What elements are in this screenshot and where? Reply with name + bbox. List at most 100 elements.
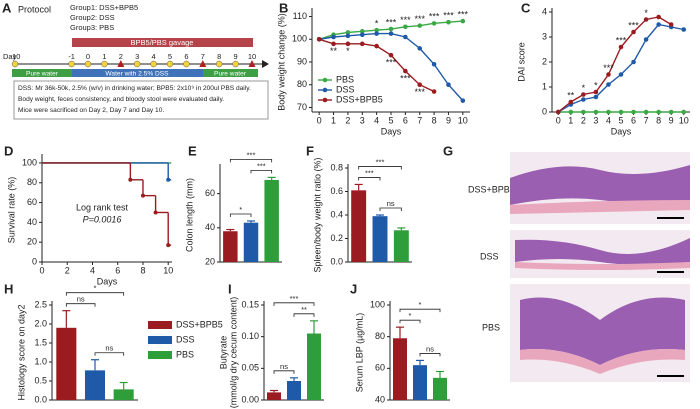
gavage-bar (72, 38, 253, 47)
note-box (13, 80, 269, 120)
histology-label: DSS+BPB5 (468, 184, 515, 194)
significance: ns (426, 344, 434, 353)
significance: ns (105, 344, 113, 353)
day-marker (133, 60, 141, 68)
step-point (153, 210, 158, 215)
y-tick-label: 2 (542, 56, 547, 66)
series-point (593, 89, 599, 95)
legend-label: DSS+BPB5 (336, 94, 383, 104)
x-axis-label: Days (97, 276, 118, 286)
series-point (643, 109, 649, 115)
bar (264, 179, 279, 262)
series-point (568, 109, 574, 115)
sacrifice-marker (248, 60, 256, 67)
series-point (388, 26, 394, 32)
group-text: Group1: DSS+BPB5 (70, 3, 138, 12)
significance: *** (628, 20, 639, 30)
significance-bracket (65, 292, 125, 296)
significance: ** (301, 305, 307, 314)
series-point (417, 82, 423, 88)
series-point (631, 29, 636, 35)
series-point (643, 17, 649, 22)
x-tick-label: 2 (581, 115, 586, 125)
series-point (417, 46, 423, 51)
day-number: 1 (102, 52, 106, 61)
series-point (668, 109, 674, 115)
annotation: Log rank test (76, 202, 129, 212)
tissue (520, 297, 685, 365)
panel-label: I (228, 281, 232, 296)
water-text: Pure water (26, 70, 59, 77)
y-tick-label: 40 (27, 217, 37, 227)
significance: * (94, 284, 97, 293)
y-axis-label: (mmol/g dry cecum content) (228, 297, 238, 409)
x-axis-label: Days (381, 126, 402, 136)
significance: *** (603, 63, 614, 73)
day-number: -1 (68, 52, 75, 61)
bar (84, 370, 106, 400)
y-tick-label: 0.8 (330, 162, 343, 172)
significance-bracket (273, 302, 315, 306)
day-number: 2 (119, 52, 123, 61)
series-point (388, 31, 394, 36)
significance: *** (443, 11, 454, 21)
legend-marker (322, 87, 328, 93)
series-point (374, 27, 379, 33)
day-marker (101, 60, 108, 68)
x-tick-label: 10 (458, 115, 468, 125)
series-point (593, 94, 599, 100)
series-point (568, 99, 574, 105)
y-tick-label: 1 (542, 81, 547, 91)
significance-bracket (250, 170, 273, 174)
y-axis-label: Body weight change (%) (276, 13, 286, 111)
panel-label: B (279, 0, 288, 15)
water-bar (203, 69, 258, 77)
x-tick-label: 7 (644, 115, 649, 125)
note-text: Body weight, feces consistency, and bloo… (18, 96, 224, 103)
water-text: Water with 2.5% DSS (105, 70, 169, 77)
series-point (388, 52, 394, 58)
histology-label: DSS (480, 251, 499, 261)
series-point (618, 44, 624, 50)
tissue (510, 165, 690, 205)
legend-label: PBS (336, 74, 354, 84)
significance: *** (365, 168, 374, 177)
panel-label: C (521, 0, 531, 15)
y-tick-label: 1.5 (34, 337, 47, 347)
significance: *** (414, 14, 425, 24)
step-point (166, 177, 171, 182)
day-label: Day (3, 52, 17, 61)
x-tick-label: 5 (618, 115, 623, 125)
y-axis-label: Spleen/body weight ratio (%) (312, 157, 322, 272)
significance: * (644, 8, 648, 18)
y-tick-label: 80 (375, 331, 385, 341)
series-point (668, 22, 674, 27)
day-number: -10 (10, 52, 21, 61)
significance-bracket (94, 352, 125, 356)
y-tick-label: 0.4 (330, 209, 343, 219)
x-tick-label: 7 (417, 115, 422, 125)
bar (393, 230, 409, 262)
bar (393, 338, 407, 400)
panel-label: H (4, 281, 13, 296)
day-marker (215, 60, 223, 68)
note-text: DSS: Mr 36k-50k, 2.5% (w/v) in drinking … (18, 85, 251, 92)
legend-label: DSS (176, 334, 195, 344)
bar (307, 333, 321, 400)
series-point (331, 34, 336, 40)
series-point (606, 109, 611, 115)
series-point (593, 109, 599, 115)
step-point (140, 193, 145, 198)
tissue (515, 238, 690, 265)
series-point (643, 37, 649, 42)
y-axis-label: Butyrate (218, 336, 228, 370)
y-tick-label: 90 (297, 56, 307, 66)
significance: * (582, 83, 586, 93)
series-point (631, 59, 636, 65)
series-point (374, 43, 379, 49)
y-tick-label: 40 (375, 394, 385, 404)
series-point (460, 18, 466, 24)
bar (56, 327, 77, 400)
x-tick-label: 5 (388, 115, 393, 125)
